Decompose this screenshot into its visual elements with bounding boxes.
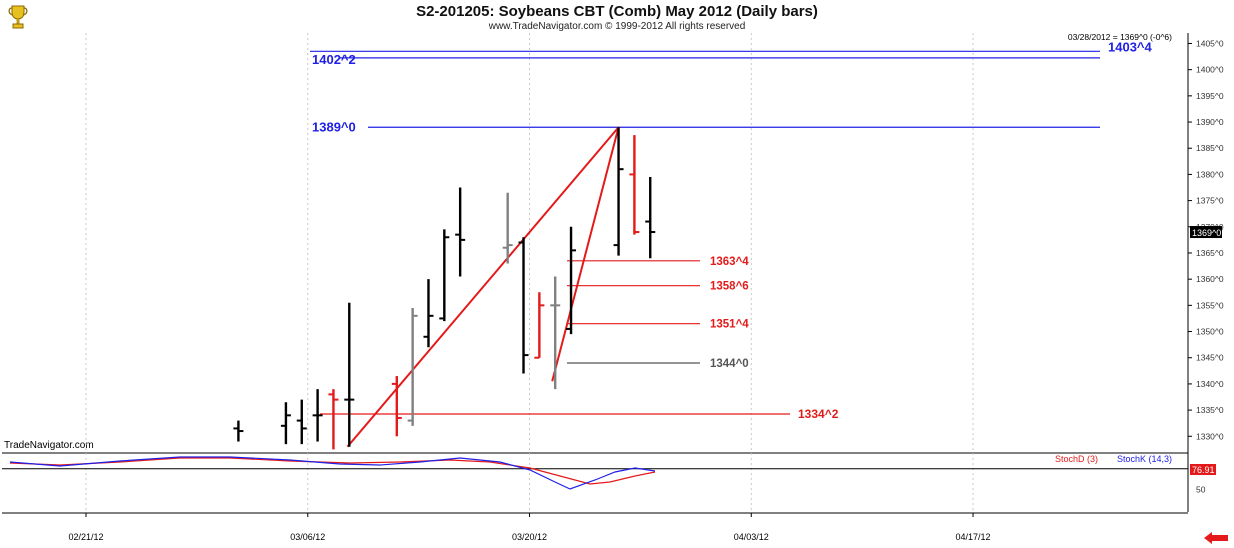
y-tick-label: 1400^0 (1196, 65, 1224, 75)
y-tick-label: 1395^0 (1196, 91, 1224, 101)
ohlc-bar (296, 399, 307, 445)
ohlc-bar (534, 292, 545, 359)
ohlc-bar (391, 376, 402, 437)
watermark-text: TradeNavigator.com (4, 440, 94, 451)
y-tick-label: 1405^0 (1196, 38, 1224, 48)
level-label: 1334^2 (798, 407, 839, 421)
trendline (346, 126, 620, 448)
legend-stoch-k: StochK (14,3) (1117, 454, 1172, 464)
level-label: 1363^4 (710, 256, 749, 268)
level-label: 1358^6 (710, 281, 749, 293)
ohlc-bar (280, 402, 291, 445)
stoch-k-line (9, 456, 656, 490)
ohlc-bar (312, 389, 323, 442)
level-label: 1351^4 (710, 319, 749, 331)
y-tick-label: 1340^0 (1196, 379, 1224, 389)
y-tick-label: 1385^0 (1196, 143, 1224, 153)
x-tick-label: 04/17/12 (956, 532, 991, 542)
y-tick-label: 1390^0 (1196, 117, 1224, 127)
ohlc-bar (566, 226, 577, 335)
legend-stoch-d: StochD (3) (1055, 454, 1098, 464)
ohlc-bar (518, 237, 529, 374)
x-tick-label: 03/06/12 (290, 532, 325, 542)
level-label: 1403^4 (1108, 39, 1153, 54)
y-tick-label: 1345^0 (1196, 353, 1224, 363)
indicator-y-tick: 50 (1196, 485, 1206, 495)
ohlc-bar (328, 389, 339, 450)
trendline (551, 127, 620, 382)
ohlc-bar (502, 192, 513, 264)
y-tick-label: 1360^0 (1196, 274, 1224, 284)
stoch-value-text: 76.91 (1192, 465, 1215, 475)
level-label: 1389^0 (312, 119, 356, 134)
level-label: 1344^0 (710, 358, 749, 370)
last-price-tag-text: 1369^0 (1192, 228, 1221, 238)
stoch-value-tag (1190, 464, 1216, 475)
x-tick-label: 02/21/12 (68, 532, 103, 542)
chart-subtitle: www.TradeNavigator.com © 1999-2012 All r… (488, 21, 746, 32)
y-tick-label: 1330^0 (1196, 431, 1224, 441)
y-tick-label: 1375^0 (1196, 196, 1224, 206)
x-tick-label: 04/03/12 (734, 532, 769, 542)
chart-title: S2-201205: Soybeans CBT (Comb) May 2012 … (416, 3, 818, 20)
y-tick-label: 1355^0 (1196, 300, 1224, 310)
y-tick-label: 1365^0 (1196, 248, 1224, 258)
ohlc-bar (613, 127, 624, 256)
ohlc-bar (550, 276, 561, 390)
level-label: 1402^2 (312, 52, 356, 67)
ohlc-bar (439, 229, 450, 322)
ohlc-bar (407, 307, 418, 426)
ohlc-bar (645, 177, 656, 259)
trophy-logo-icon (8, 5, 28, 29)
ohlc-bar (455, 187, 466, 277)
last-quote-text: 03/28/2012 = 1369^0 (-0^6) (1068, 32, 1172, 42)
ohlc-bar (629, 135, 640, 235)
ohlc-bar (233, 420, 244, 442)
x-tick-label: 03/20/12 (512, 532, 547, 542)
last-price-tag (1190, 226, 1222, 239)
ohlc-bar (344, 302, 355, 447)
y-tick-label: 1380^0 (1196, 169, 1224, 179)
scroll-left-arrow-icon[interactable] (1200, 531, 1230, 545)
y-tick-label: 1350^0 (1196, 327, 1224, 337)
y-tick-label: 1335^0 (1196, 405, 1224, 415)
arrow-shape (1204, 532, 1228, 544)
ohlc-bar (423, 279, 434, 348)
